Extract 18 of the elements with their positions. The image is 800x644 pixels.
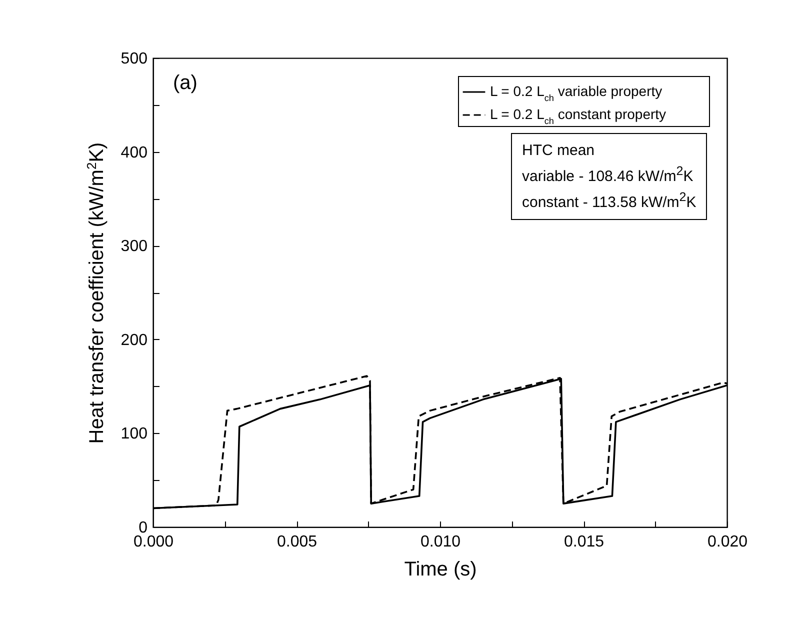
- x-tick-label: 0.010: [420, 534, 461, 550]
- y-tick-label: 200: [120, 332, 148, 349]
- y-tick-label: 0: [138, 520, 148, 536]
- legend-label: L = 0.2 L$_{ch}$ variable property: [490, 83, 662, 103]
- x-axis-title: Time (s): [404, 558, 477, 580]
- y-tick-label: 400: [120, 144, 148, 162]
- annotation: constant - 113.58 kW/m$^{2}$K: [522, 190, 696, 211]
- x-tick-label: 0.015: [564, 534, 604, 550]
- x-tick-label: 0.005: [276, 534, 318, 550]
- x-tick-label: 0.000: [133, 534, 174, 550]
- legend-label: L = 0.2 L$_{ch}$ constant property: [490, 106, 666, 126]
- y-tick-label: 300: [120, 238, 148, 256]
- x-tick-label: 0.020: [707, 534, 748, 550]
- annotation: variable - 108.46 kW/m$^{2}$K: [522, 164, 694, 185]
- y-tick-label: 500: [120, 50, 148, 68]
- annotation: HTC mean: [522, 142, 595, 159]
- y-tick-label: 100: [120, 426, 148, 443]
- annotation: (a): [173, 72, 198, 95]
